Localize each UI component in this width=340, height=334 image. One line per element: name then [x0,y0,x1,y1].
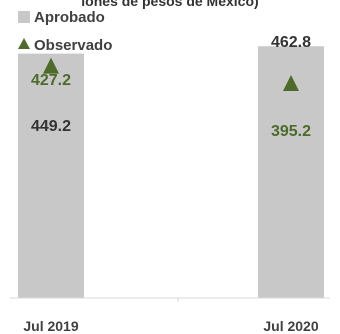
legend-marker-observado [18,38,30,49]
data-label-aprobado-1: 462.8 [271,34,311,51]
x-axis-labels: Jul 2019 Jul 2020 [23,318,318,334]
x-tick-label-0: Jul 2019 [23,318,78,334]
data-label-observado-1: 395.2 [271,123,311,140]
data-label-observado-0: 427.2 [31,72,71,89]
legend-label-aprobado: Aprobado [34,9,105,26]
marker-observado-1 [283,75,299,92]
legend: Aprobado Observado [18,9,112,54]
marker-observado-0 [43,57,59,74]
axis-layer [10,297,330,302]
legend-swatch-aprobado [18,11,30,23]
legend-label-observado: Observado [34,37,112,54]
bar-aprobado-0 [18,53,84,299]
plot-area: 449.2 462.8 427.2 395.2 [18,34,324,299]
x-tick-label-1: Jul 2020 [263,318,318,334]
clipped-title-text: lones de pesos de Mexico) [81,0,258,9]
data-label-aprobado-0: 449.2 [31,118,71,135]
